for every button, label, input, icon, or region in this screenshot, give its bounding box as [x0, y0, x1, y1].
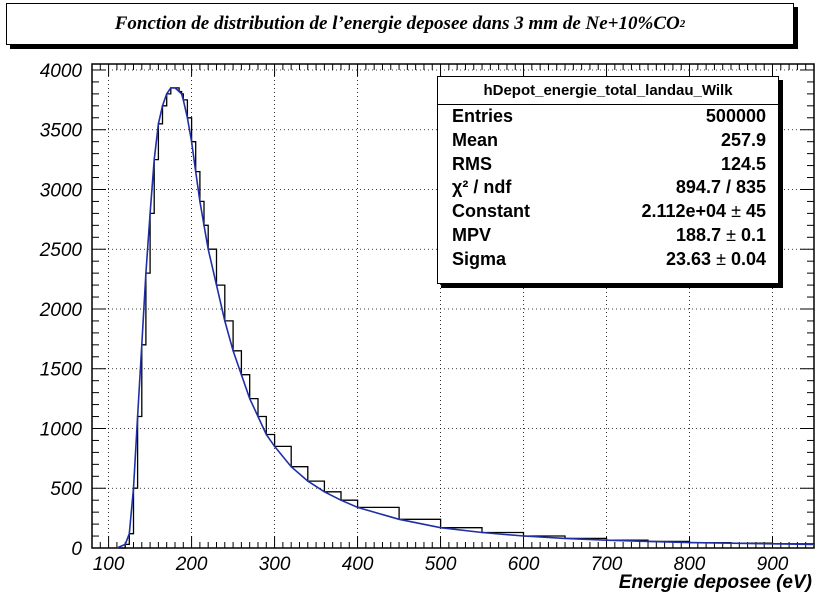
stat-value: 188.7 ± 0.1: [676, 224, 766, 248]
stat-label: Sigma: [452, 248, 507, 269]
ticks: [91, 64, 815, 549]
plus-minus-sign: ±: [711, 248, 731, 269]
stat-row: Entries 500000: [438, 105, 778, 129]
x-tick-label: 700: [591, 554, 623, 575]
stat-error: 0.04: [730, 248, 766, 269]
x-tick-label: 800: [674, 554, 706, 575]
stat-row: χ² / ndf 894.7 / 835: [438, 176, 778, 200]
stat-label: RMS: [452, 153, 492, 174]
y-tick-label: 1000: [40, 419, 83, 440]
stat-label: Mean: [452, 129, 499, 150]
stat-value: 124.5: [721, 153, 766, 177]
y-tick-label: 3000: [40, 180, 83, 201]
stat-label: Entries: [452, 106, 514, 126]
x-tick-label: 400: [342, 554, 374, 575]
x-tick-label: 200: [175, 554, 208, 575]
stat-row: Sigma 23.63 ± 0.04: [438, 248, 778, 272]
fit-line: [116, 87, 815, 549]
x-tick-label: 600: [508, 554, 540, 575]
y-tick-label: 2500: [39, 240, 83, 261]
chart-title-subscript: 2: [679, 18, 686, 30]
histogram-line: [116, 87, 815, 549]
stat-value-number: 257.9: [720, 129, 766, 150]
stat-error: 45: [745, 201, 766, 222]
y-tick-label: 1500: [40, 360, 83, 381]
stat-value: 2.112e+04 ± 45: [641, 200, 766, 224]
stat-value: 257.9: [721, 129, 766, 153]
stat-value-number: 2.112e+04: [641, 201, 727, 222]
plot-frame: [91, 63, 815, 549]
stat-value: 894.7 / 835: [676, 176, 766, 200]
stat-row: Constant 2.112e+04 ± 45: [438, 200, 778, 224]
y-tick-label: 0: [71, 539, 82, 560]
x-axis-label: Energie deposee (eV): [619, 572, 812, 593]
x-tick-label: 900: [757, 554, 789, 575]
stat-value-number: 23.63: [666, 248, 712, 269]
stat-label: Constant: [452, 201, 530, 222]
y-tick-label: 2000: [39, 300, 83, 321]
plus-minus-sign: ±: [721, 224, 741, 245]
stat-label: χ² / ndf: [452, 177, 512, 198]
x-tick-labels: 100 200 300 400 500 600 700 800 900: [93, 554, 789, 575]
stat-value-number: 894.7 / 835: [675, 177, 766, 198]
stat-value-number: 500000: [705, 106, 766, 126]
y-tick-label: 500: [50, 479, 82, 500]
x-tick-label: 300: [259, 554, 291, 575]
chart-title: Fonction de distribution de l’energie de…: [6, 3, 794, 45]
y-tick-label: 4000: [40, 61, 83, 82]
x-tick-label: 100: [93, 554, 125, 575]
chart-title-text: Fonction de distribution de l’energie de…: [114, 13, 680, 34]
stat-error: 0.1: [740, 224, 766, 245]
stat-row: Mean 257.9: [438, 129, 778, 153]
stats-rows: Entries 500000 Mean 257.9 RMS 124.5 χ² / ndf 89…: [438, 105, 778, 272]
y-tick-label: 3500: [40, 121, 83, 142]
plus-minus-sign: ±: [726, 201, 746, 222]
stat-value: 500000: [706, 105, 766, 129]
stats-box: hDepot_energie_total_landau_Wilk Entries…: [437, 76, 779, 284]
stat-value: 23.63 ± 0.04: [666, 248, 766, 272]
stats-title: hDepot_energie_total_landau_Wilk: [438, 77, 778, 105]
stat-label: MPV: [452, 224, 492, 245]
stat-value-number: 188.7: [676, 224, 722, 245]
stat-value-number: 124.5: [720, 153, 766, 174]
stat-row: RMS 124.5: [438, 153, 778, 177]
stat-row: MPV 188.7 ± 0.1: [438, 224, 778, 248]
y-tick-labels: 0 500 1000 1500 2000 2500 3000 3500 4000: [39, 61, 83, 560]
x-tick-label: 500: [425, 554, 457, 575]
